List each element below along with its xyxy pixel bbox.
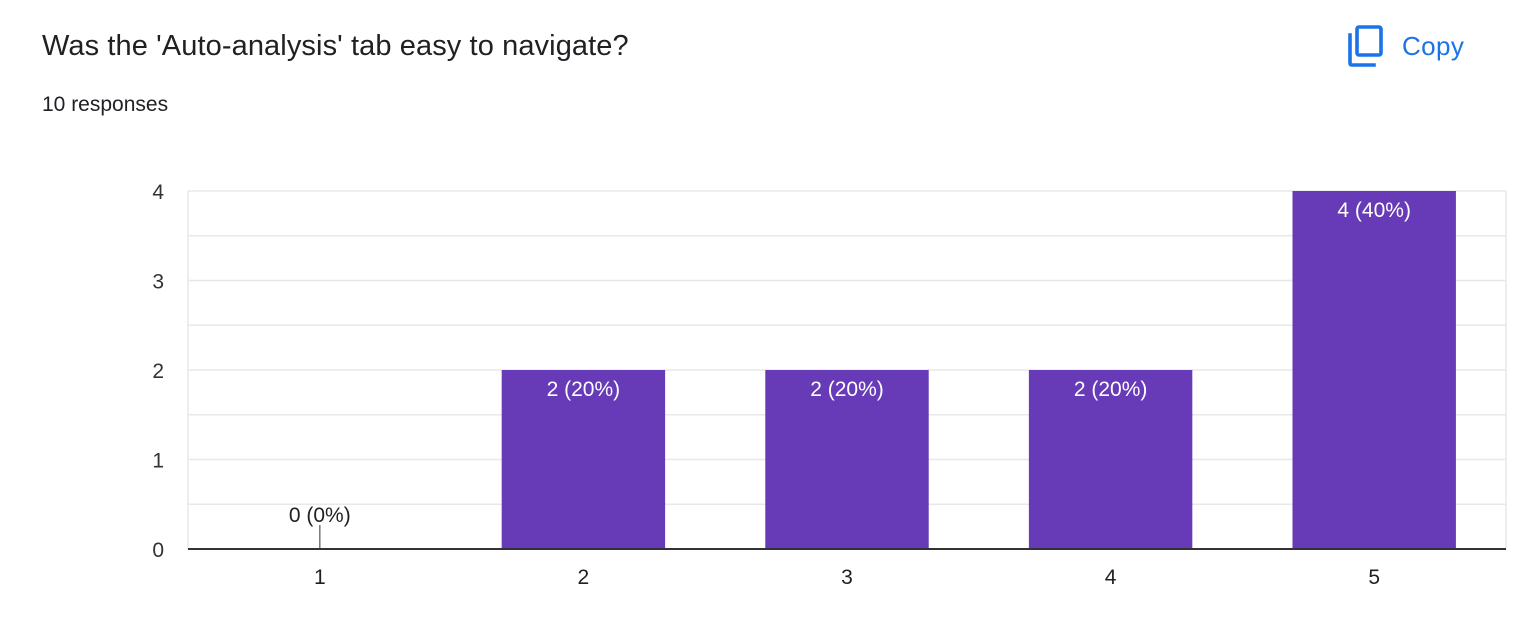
y-tick-label: 2	[152, 360, 164, 383]
y-tick-label: 4	[152, 181, 164, 204]
y-tick-label: 1	[152, 450, 164, 473]
data-label: 4 (40%)	[1337, 199, 1411, 222]
x-tick-label: 3	[841, 566, 853, 589]
question-title: Was the 'Auto-analysis' tab easy to navi…	[42, 30, 629, 62]
x-tick-label: 1	[314, 566, 326, 589]
bar-3	[765, 370, 929, 549]
x-tick-label: 2	[578, 566, 590, 589]
response-count: 10 responses	[42, 93, 169, 116]
x-tick-label: 5	[1368, 566, 1380, 589]
data-label: 2 (20%)	[810, 378, 884, 401]
copy-button[interactable]: Copy	[1338, 22, 1472, 70]
data-label: 2 (20%)	[547, 378, 621, 401]
bar-5	[1292, 191, 1456, 549]
data-label: 2 (20%)	[1074, 378, 1148, 401]
bar-4	[1028, 370, 1193, 549]
copy-label: Copy	[1402, 30, 1465, 61]
data-label: 0 (0%)	[289, 504, 351, 527]
y-tick-label: 0	[152, 539, 164, 562]
copy-icon	[1346, 24, 1386, 68]
x-tick-label: 4	[1105, 566, 1117, 589]
y-tick-label: 3	[152, 271, 164, 294]
bar-2	[501, 370, 666, 549]
